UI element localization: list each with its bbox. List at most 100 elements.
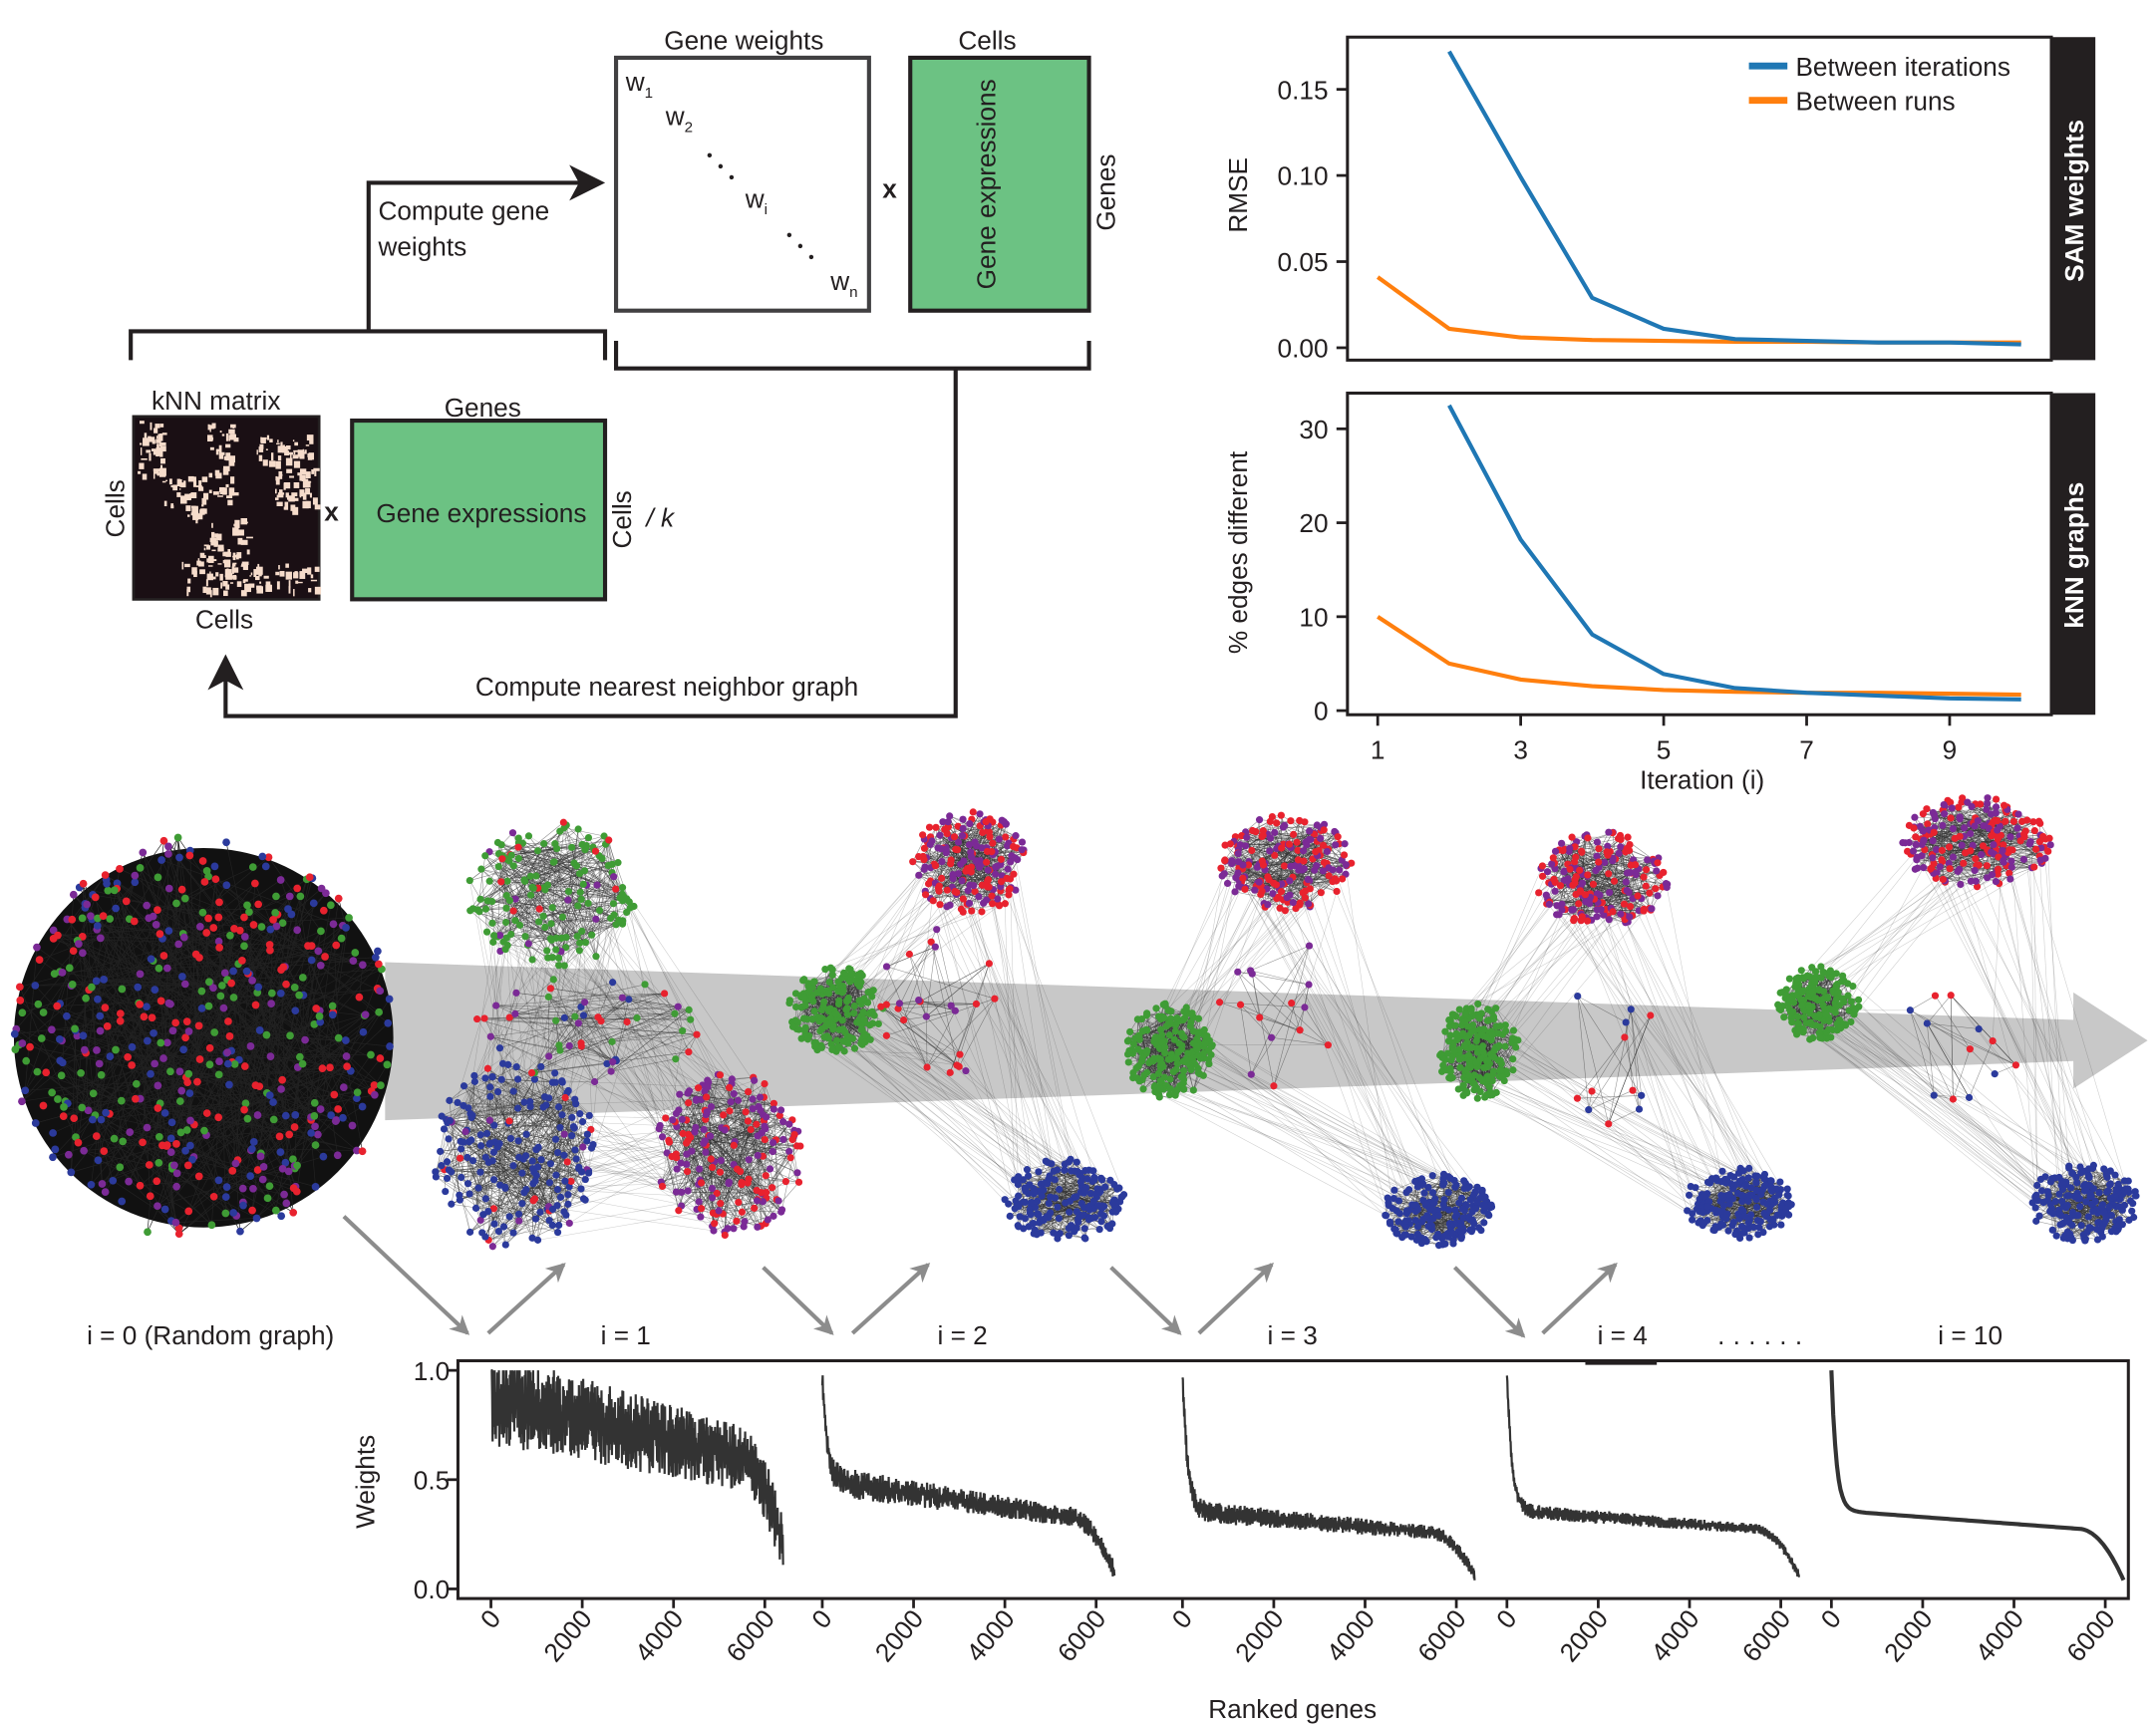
graph-node <box>673 1165 681 1173</box>
graph-edge <box>83 883 124 1142</box>
knn-pixel <box>218 452 224 459</box>
graph-node <box>552 1171 560 1179</box>
series-line-between-iterations <box>1447 50 2021 347</box>
graph-node <box>278 1075 287 1084</box>
graph-node <box>51 1145 60 1154</box>
graph-node <box>116 1163 125 1172</box>
graph-node <box>78 914 87 923</box>
knn-pixel <box>299 468 307 474</box>
graph-node <box>149 912 157 921</box>
graph-node <box>687 1015 695 1023</box>
graph-node <box>553 844 561 853</box>
graph-edge <box>469 866 499 911</box>
knn-pixel <box>155 438 161 443</box>
knn-pixel <box>159 433 163 441</box>
knn-pixel <box>277 439 279 443</box>
graph-edge <box>435 1076 493 1172</box>
graph-node <box>122 897 131 906</box>
graph-node <box>383 1060 392 1069</box>
graph-edge <box>175 1134 290 1224</box>
graph-edge <box>73 938 101 952</box>
graph-node <box>158 1141 166 1150</box>
graph-node <box>101 871 110 879</box>
knn-pixel <box>191 505 196 508</box>
graph-edge <box>218 917 363 966</box>
graph-node <box>22 1056 31 1065</box>
graph-node <box>293 884 302 893</box>
knn-pixel <box>222 487 227 495</box>
knn-pixel <box>291 492 298 497</box>
graph-node <box>116 1009 125 1017</box>
graph-node <box>101 1188 110 1196</box>
graph-node <box>57 1071 66 1080</box>
knn-pixel <box>199 569 205 575</box>
graph-node <box>476 895 484 903</box>
knn-pixel <box>268 460 276 467</box>
graph-node <box>345 914 353 922</box>
graph-node <box>175 1097 184 1105</box>
graph-node <box>330 1090 339 1099</box>
knn-pixel <box>244 583 251 593</box>
graph-node <box>136 1181 145 1190</box>
graph-node <box>236 1227 244 1236</box>
knn-pixel <box>142 473 148 480</box>
knn-pixel <box>153 468 160 471</box>
graph-node <box>292 1187 301 1196</box>
knn-pixel <box>231 492 239 496</box>
graph-edge <box>91 1150 186 1186</box>
graph-node <box>463 1180 472 1188</box>
graph-node <box>74 1138 83 1147</box>
graph-node <box>281 1111 290 1120</box>
graph-edge <box>502 1063 553 1083</box>
graph-node <box>533 847 542 855</box>
graph-node <box>568 1113 576 1121</box>
graph-edge <box>257 926 277 988</box>
graph-node <box>58 968 67 977</box>
gene-expression-matrix-top <box>908 55 1091 313</box>
knn-pixel <box>270 452 274 461</box>
graph-edge <box>510 847 572 935</box>
graph-node <box>721 1126 729 1134</box>
graph-edge <box>506 881 520 926</box>
graph-node <box>95 1059 104 1068</box>
graph-node <box>785 1147 793 1156</box>
graph-node <box>271 909 279 917</box>
graph-node <box>673 1154 681 1162</box>
knn-pixel <box>199 552 205 558</box>
graph-node <box>777 1206 786 1214</box>
graph-edge <box>19 924 254 988</box>
knn-pixel <box>302 481 310 488</box>
graph-node <box>432 1173 440 1181</box>
knn-pixel <box>191 505 198 513</box>
graph-node <box>230 1059 239 1068</box>
graph-node <box>132 1079 141 1088</box>
graph-node <box>258 852 267 861</box>
graph-node <box>625 996 633 1004</box>
graph-node <box>763 1188 770 1197</box>
graph-edge <box>104 1150 179 1235</box>
graph-node <box>80 1045 89 1054</box>
knn-pixel <box>179 488 181 490</box>
graph-node <box>215 944 223 952</box>
knn-pixel <box>282 444 285 450</box>
graph-node <box>749 1095 757 1103</box>
graph-node <box>753 1197 762 1205</box>
graph-node <box>334 1033 343 1042</box>
graph-node <box>367 1050 375 1059</box>
knn-pixel <box>284 450 290 456</box>
graph-node <box>266 925 275 934</box>
graph-node <box>481 905 490 913</box>
graph-node <box>788 1135 796 1144</box>
knn-cells-bottom-label: Cells <box>195 604 253 634</box>
knn-pixel <box>150 422 153 431</box>
knn-pixel <box>208 472 213 478</box>
graph-node <box>131 878 140 887</box>
knn-pixel <box>238 529 244 536</box>
graph-node <box>287 910 296 919</box>
graph-node <box>671 1009 679 1017</box>
graph-node <box>307 956 316 965</box>
graph-node <box>225 1031 234 1040</box>
graph-edge <box>461 1141 558 1190</box>
knn-pixel <box>225 483 229 488</box>
graph-node <box>470 1077 478 1085</box>
